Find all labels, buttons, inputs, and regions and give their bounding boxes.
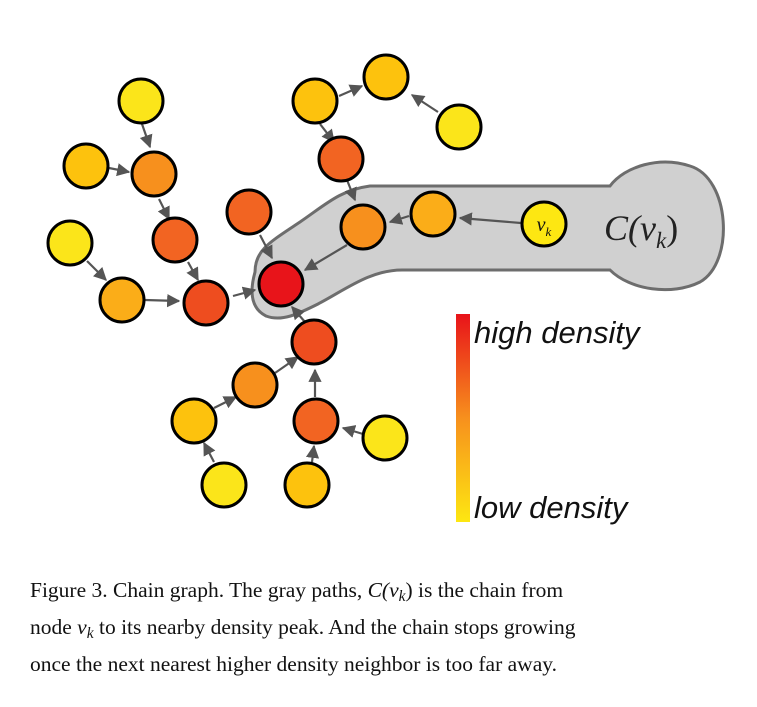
caption-line-3: once the next nearest higher density nei…	[30, 651, 557, 676]
node	[361, 414, 409, 462]
caption-text: Figure 3. Chain graph. The gray paths,	[30, 578, 368, 602]
edge	[86, 260, 107, 281]
caption-text: to its nearby density peak. And the chai…	[93, 614, 576, 639]
node	[182, 279, 230, 327]
edge	[213, 396, 238, 409]
edge	[144, 294, 181, 308]
node	[98, 276, 146, 324]
edge	[291, 306, 306, 323]
node	[317, 135, 365, 183]
node	[409, 190, 457, 238]
node	[200, 461, 248, 509]
edge	[410, 94, 439, 113]
edge	[344, 179, 357, 202]
node	[231, 361, 279, 409]
node	[170, 397, 218, 445]
edge	[305, 444, 320, 463]
node	[292, 397, 340, 445]
density-colorbar	[456, 314, 470, 522]
node	[130, 150, 178, 198]
node	[283, 461, 331, 509]
node	[362, 53, 410, 101]
caption-line-1: Figure 3. Chain graph. The gray paths, C…	[30, 575, 730, 612]
edges	[86, 84, 522, 463]
chain-label: C(vk)	[604, 208, 678, 253]
caption-text: node	[30, 614, 78, 639]
node	[151, 216, 199, 264]
caption-line-2: node vk to its nearby density peak. And …	[30, 612, 730, 649]
node	[339, 203, 387, 251]
edge	[458, 212, 522, 226]
node	[62, 142, 110, 190]
node	[290, 318, 338, 366]
edge	[139, 123, 153, 149]
legend-high-label: high density	[474, 315, 642, 350]
node	[117, 77, 165, 125]
edge	[274, 356, 300, 374]
edge	[388, 212, 410, 225]
caption-math: C(vk)	[367, 578, 413, 605]
edge	[108, 163, 131, 177]
edge	[338, 84, 364, 98]
edge	[232, 286, 257, 300]
caption-math: vk	[77, 614, 94, 642]
node	[291, 77, 339, 125]
legend-low-label: low density	[474, 490, 630, 525]
edge	[341, 425, 364, 438]
edge	[303, 244, 348, 271]
node-vk	[520, 200, 568, 248]
chain-graph-figure: vk C(vk) high density low density	[46, 53, 725, 525]
edge	[203, 441, 216, 463]
node-vk-label: vk	[537, 214, 552, 239]
node-peak	[257, 260, 305, 308]
node	[46, 219, 94, 267]
edge	[186, 261, 199, 282]
edge	[259, 234, 273, 260]
node	[435, 103, 483, 151]
node	[225, 188, 273, 236]
figure-caption: Figure 3. Chain graph. The gray paths, C…	[30, 575, 730, 680]
caption-text: is the chain from	[412, 578, 564, 602]
edge	[157, 198, 170, 221]
